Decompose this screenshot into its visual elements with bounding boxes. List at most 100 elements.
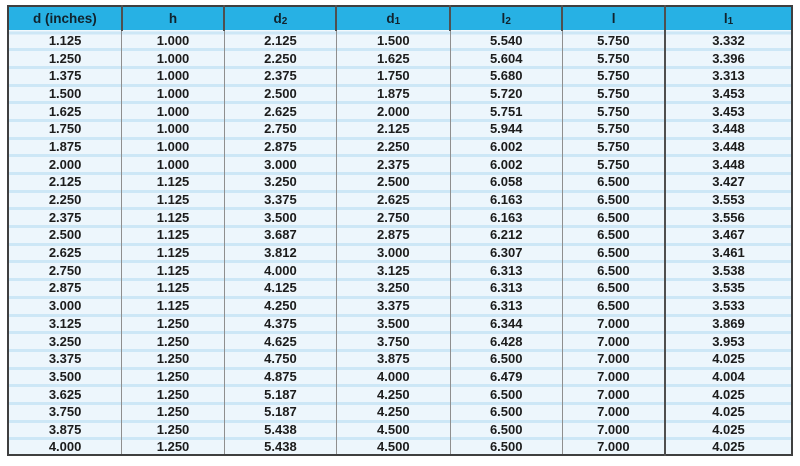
dimension-table: d (inches) h d2 d1 l2 l l1 1.125 1.000 2.125 1.50… bbox=[7, 5, 793, 457]
cell-d1: 2.125 bbox=[335, 118, 451, 137]
cell-h: 1.000 bbox=[121, 101, 225, 119]
cell-d-inches: 1.125 bbox=[8, 30, 122, 49]
cell-l1: 4.025 bbox=[663, 348, 792, 367]
cell-d2: 3.812 bbox=[223, 242, 337, 261]
cell-h: 1.250 bbox=[121, 331, 225, 349]
cell-d1: 4.250 bbox=[335, 384, 451, 402]
cell-l: 5.750 bbox=[561, 118, 665, 137]
table-row: 3.750 1.250 5.187 4.250 6.500 7.000 4.025 bbox=[8, 401, 792, 420]
cell-d1: 3.125 bbox=[335, 260, 451, 279]
cell-d-inches: 3.125 bbox=[8, 313, 122, 332]
column-header-l: l bbox=[561, 6, 665, 31]
cell-h: 1.125 bbox=[121, 225, 225, 243]
cell-l2: 6.163 bbox=[449, 207, 563, 226]
table-row: 2.000 1.000 3.000 2.375 6.002 5.750 3.448 bbox=[8, 154, 792, 172]
column-header-subscript: 2 bbox=[281, 15, 288, 27]
cell-d-inches: 3.625 bbox=[8, 384, 122, 402]
cell-l: 7.000 bbox=[561, 348, 665, 367]
cell-d-inches: 3.500 bbox=[8, 366, 122, 385]
cell-h: 1.250 bbox=[121, 313, 225, 332]
column-header-h: h bbox=[120, 6, 225, 31]
cell-d1: 3.875 bbox=[335, 348, 451, 367]
table-row: 2.500 1.125 3.687 2.875 6.212 6.500 3.467 bbox=[8, 225, 792, 243]
table-row: 3.375 1.250 4.750 3.875 6.500 7.000 4.025 bbox=[8, 348, 792, 367]
cell-l: 5.750 bbox=[561, 136, 665, 155]
cell-l1: 3.396 bbox=[663, 48, 792, 66]
cell-d1: 3.250 bbox=[335, 278, 451, 296]
cell-l: 6.500 bbox=[561, 207, 665, 226]
cell-l1: 3.313 bbox=[663, 65, 792, 84]
cell-d2: 3.500 bbox=[223, 207, 337, 226]
cell-l2: 6.500 bbox=[449, 419, 563, 438]
cell-h: 1.125 bbox=[121, 207, 225, 226]
table-row: 2.875 1.125 4.125 3.250 6.313 6.500 3.535 bbox=[8, 278, 792, 296]
table-body: 1.125 1.000 2.125 1.500 5.540 5.750 3.332 1.250… bbox=[8, 30, 792, 456]
cell-l: 6.500 bbox=[561, 278, 665, 296]
cell-l1: 4.025 bbox=[663, 384, 792, 402]
cell-d2: 3.000 bbox=[223, 154, 337, 172]
cell-d2: 4.875 bbox=[223, 366, 337, 385]
cell-h: 1.250 bbox=[121, 401, 225, 420]
cell-l1: 3.535 bbox=[663, 278, 792, 296]
cell-d2: 4.625 bbox=[223, 331, 337, 349]
cell-l: 6.500 bbox=[561, 172, 665, 190]
cell-l1: 3.448 bbox=[663, 154, 792, 172]
cell-l2: 5.944 bbox=[449, 118, 563, 137]
cell-l2: 6.344 bbox=[449, 313, 563, 332]
cell-h: 1.000 bbox=[121, 136, 225, 155]
dimension-table-frame: d (inches) h d2 d1 l2 l l1 1.125 1.000 2.125 1.50… bbox=[7, 5, 793, 457]
cell-l2: 6.163 bbox=[449, 189, 563, 208]
cell-l1: 4.025 bbox=[663, 437, 792, 456]
cell-d-inches: 2.625 bbox=[8, 242, 122, 261]
cell-l: 7.000 bbox=[561, 437, 665, 456]
cell-d-inches: 2.750 bbox=[8, 260, 122, 279]
column-header-subscript: 1 bbox=[394, 15, 401, 27]
cell-d2: 2.750 bbox=[223, 118, 337, 137]
cell-l2: 6.307 bbox=[449, 242, 563, 261]
cell-l: 5.750 bbox=[561, 101, 665, 119]
table-row: 1.875 1.000 2.875 2.250 6.002 5.750 3.448 bbox=[8, 136, 792, 155]
cell-h: 1.125 bbox=[121, 295, 225, 314]
cell-l1: 3.533 bbox=[663, 295, 792, 314]
cell-d1: 4.250 bbox=[335, 401, 451, 420]
table-row: 1.250 1.000 2.250 1.625 5.604 5.750 3.396 bbox=[8, 48, 792, 66]
cell-d2: 4.250 bbox=[223, 295, 337, 314]
cell-d-inches: 1.375 bbox=[8, 65, 122, 84]
column-header-label: l bbox=[723, 10, 728, 26]
cell-d1: 1.750 bbox=[335, 65, 451, 84]
cell-l2: 5.604 bbox=[449, 48, 563, 66]
cell-d1: 3.000 bbox=[335, 242, 451, 261]
cell-l2: 5.720 bbox=[449, 83, 563, 102]
cell-l1: 4.025 bbox=[663, 419, 792, 438]
cell-d1: 1.500 bbox=[335, 30, 451, 49]
cell-d1: 2.750 bbox=[335, 207, 451, 226]
cell-l2: 5.540 bbox=[449, 30, 563, 49]
table-row: 2.250 1.125 3.375 2.625 6.163 6.500 3.553 bbox=[8, 189, 792, 208]
cell-l1: 3.553 bbox=[663, 189, 792, 208]
cell-l1: 3.448 bbox=[663, 136, 792, 155]
cell-l1: 3.869 bbox=[663, 313, 792, 332]
cell-d2: 4.375 bbox=[223, 313, 337, 332]
cell-d1: 2.875 bbox=[335, 225, 451, 243]
cell-l2: 6.500 bbox=[449, 437, 563, 456]
table-row: 2.750 1.125 4.000 3.125 6.313 6.500 3.538 bbox=[8, 260, 792, 279]
cell-l1: 4.025 bbox=[663, 401, 792, 420]
column-header-label: d bbox=[386, 10, 395, 26]
column-header-d2: d2 bbox=[223, 6, 337, 31]
cell-d1: 4.500 bbox=[335, 419, 451, 438]
cell-l2: 6.500 bbox=[449, 384, 563, 402]
cell-d1: 4.500 bbox=[335, 437, 451, 456]
cell-l1: 3.461 bbox=[663, 242, 792, 261]
cell-d-inches: 1.625 bbox=[8, 101, 122, 119]
cell-d2: 4.000 bbox=[223, 260, 337, 279]
cell-l: 5.750 bbox=[561, 65, 665, 84]
cell-l2: 6.058 bbox=[449, 172, 563, 190]
cell-h: 1.250 bbox=[121, 419, 225, 438]
cell-d1: 1.625 bbox=[335, 48, 451, 66]
cell-l1: 3.953 bbox=[663, 331, 792, 349]
cell-d2: 4.750 bbox=[223, 348, 337, 367]
cell-l: 7.000 bbox=[561, 313, 665, 332]
column-header-label: l bbox=[611, 11, 616, 26]
cell-d1: 2.250 bbox=[335, 136, 451, 155]
cell-d2: 3.375 bbox=[223, 189, 337, 208]
